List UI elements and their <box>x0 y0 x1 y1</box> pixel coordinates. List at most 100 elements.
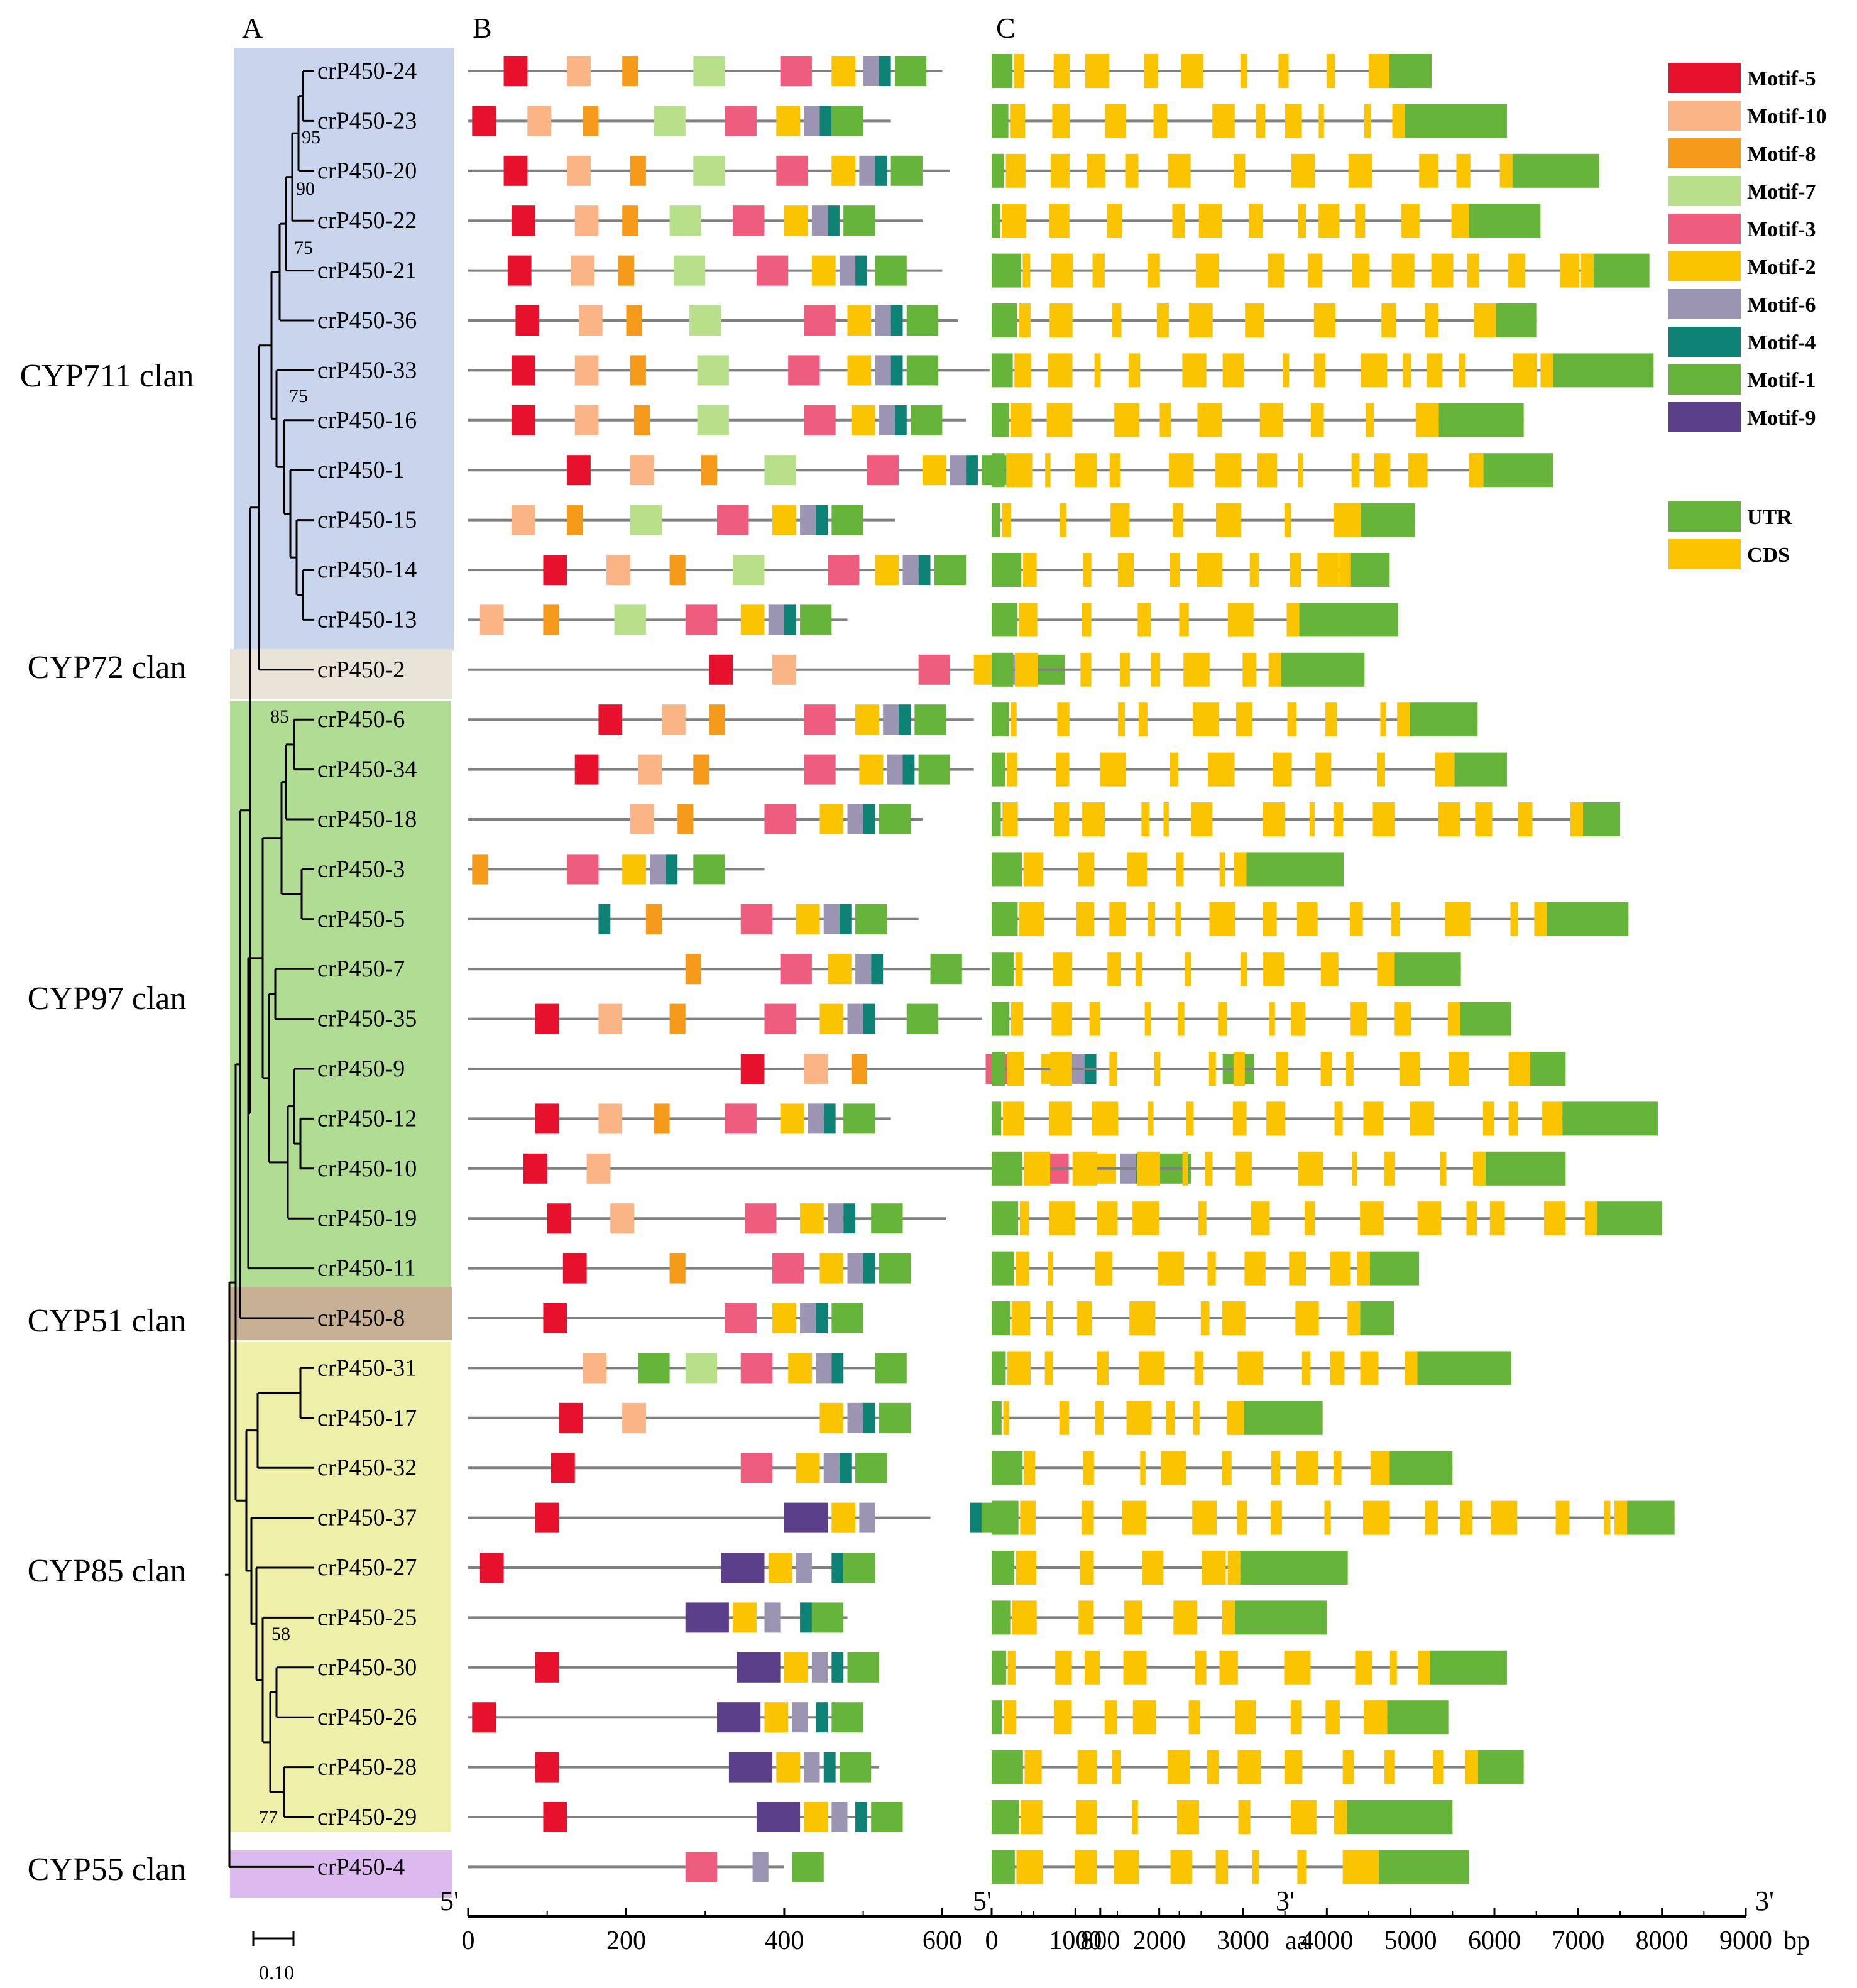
gene-label: crP450-14 <box>317 557 417 583</box>
cds-box <box>1285 503 1291 537</box>
cds-box <box>1169 453 1194 488</box>
gene-label: crP450-10 <box>317 1155 417 1182</box>
motif-box-m1 <box>894 56 927 86</box>
motif-box-m6 <box>855 954 872 985</box>
cds-box <box>1249 553 1259 587</box>
motif-box-m2 <box>811 255 836 286</box>
cds-box <box>1438 802 1460 836</box>
cds-box <box>1491 1500 1518 1535</box>
motif-box-m1 <box>890 155 923 186</box>
motif-box-m6 <box>839 255 856 286</box>
gene-label: crP450-2 <box>317 657 405 683</box>
cds-box <box>1262 802 1285 836</box>
cds-box <box>1075 1850 1097 1884</box>
cds-box <box>1465 1750 1478 1784</box>
cds-box <box>1002 1101 1025 1136</box>
cds-box <box>1297 1850 1307 1884</box>
cds-box <box>1278 54 1289 88</box>
motif-box-m3 <box>776 155 808 186</box>
cds-box <box>1342 1750 1354 1784</box>
utr-box <box>1460 1002 1511 1036</box>
cds-box <box>1252 1850 1259 1884</box>
motif-box-m2 <box>847 355 872 386</box>
cds-box <box>1024 1750 1042 1784</box>
cds-box <box>1085 1650 1100 1685</box>
bootstrap-value: 75 <box>289 386 308 407</box>
gene-label: crP450-23 <box>317 107 417 134</box>
cds-box <box>1271 1451 1281 1485</box>
cds-box <box>1056 752 1070 787</box>
cds-box <box>1381 303 1396 337</box>
cds-box <box>1433 1750 1444 1784</box>
cds-box <box>1168 153 1191 188</box>
motif-box-m1 <box>914 704 946 735</box>
cds-box <box>1287 702 1297 737</box>
motif-box-m4 <box>839 1453 852 1483</box>
cds-box <box>1006 453 1033 488</box>
utr-box <box>992 353 1013 388</box>
cds-box <box>1024 1451 1035 1485</box>
motif-box-m1 <box>847 1652 879 1683</box>
utr-box <box>1379 1850 1469 1884</box>
clade-label: CYP72 clan <box>28 650 187 685</box>
cds-box <box>1266 1101 1285 1136</box>
cds-box <box>1346 1052 1354 1086</box>
cds-box <box>1075 453 1097 488</box>
utr-box <box>992 1500 1019 1535</box>
motif-box-m3 <box>725 1303 757 1333</box>
cds-box <box>1083 1451 1094 1485</box>
cds-box <box>1377 1451 1390 1485</box>
cds-box <box>1188 1700 1200 1735</box>
motif-box-m8 <box>634 405 650 435</box>
motif-box-m4 <box>819 106 832 136</box>
cds-box <box>1257 453 1278 488</box>
utr-box <box>992 1600 1011 1635</box>
utr-box <box>1360 1301 1394 1335</box>
bootstrap-value: 90 <box>296 178 315 199</box>
motif-box-m10 <box>630 455 654 486</box>
gene-label: crP450-19 <box>317 1205 417 1232</box>
motif-box-m10 <box>479 604 504 635</box>
cds-box <box>1044 1351 1053 1385</box>
gene-label: crP450-21 <box>317 258 417 284</box>
cds-box <box>1011 1301 1031 1335</box>
cds-box <box>1137 603 1151 637</box>
utr-box <box>1512 153 1599 188</box>
cds-box <box>1244 1251 1266 1286</box>
motif-box-m1 <box>934 555 967 585</box>
cds-box <box>1517 1052 1530 1086</box>
motif-box-m2 <box>847 305 872 336</box>
motif-box-m6 <box>859 155 875 186</box>
motif-box-m6 <box>859 1502 875 1533</box>
motif-box-m6 <box>847 1402 863 1433</box>
motif-box-m9 <box>756 1802 801 1832</box>
motif-box-m3 <box>804 305 836 336</box>
cds-box <box>1112 1750 1121 1784</box>
cds-box <box>1233 1052 1245 1086</box>
motif-box-m5 <box>535 1502 559 1533</box>
cds-box <box>1089 1002 1100 1036</box>
cds-box <box>1276 1052 1288 1086</box>
motif-box-m4 <box>863 1402 875 1433</box>
motif-panel: 0 200 400 600 800 5' 3' aa <box>440 56 1309 1955</box>
cds-box <box>1059 1401 1069 1435</box>
motif-box-m3 <box>717 505 749 535</box>
motif-box-m2 <box>859 754 884 785</box>
cds-box <box>1097 1351 1109 1385</box>
cds-box <box>1078 852 1095 887</box>
cds-box <box>1053 54 1070 88</box>
utr-box <box>1405 104 1507 138</box>
utr-box <box>992 852 1022 887</box>
utr-box <box>1281 652 1365 687</box>
motif-box-m5 <box>740 1054 765 1084</box>
utr-box <box>1410 702 1478 737</box>
motif-box-m6 <box>800 1303 816 1333</box>
cds-box <box>1363 1101 1384 1136</box>
motif-box-m6 <box>650 854 666 885</box>
cds-box <box>1094 353 1101 388</box>
motif-box-m3 <box>740 904 773 934</box>
cds-box <box>1233 153 1246 188</box>
motif-box-m2 <box>828 954 852 985</box>
cds-box <box>1291 1800 1317 1834</box>
motif-box-m2 <box>831 155 856 186</box>
